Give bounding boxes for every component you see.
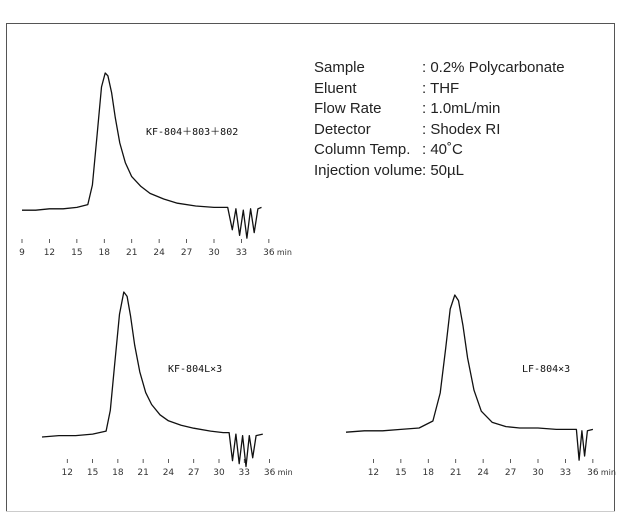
x-tick-label: 12	[62, 468, 73, 478]
x-tick-label: 33	[560, 468, 571, 478]
chromatogram-trace	[41, 291, 263, 468]
condition-value: : 1.0mL/min	[422, 100, 501, 118]
x-tick-label: 15	[87, 468, 98, 478]
x-tick-label: 24	[477, 468, 489, 478]
chromatogram-trace	[345, 294, 594, 461]
condition-value: : 50µL	[422, 161, 465, 179]
x-tick-label: 15	[71, 248, 82, 258]
x-tick-label: 18	[99, 248, 111, 258]
x-tick-label: 21	[137, 468, 148, 478]
chromatogram-kf-804l-x3: 12 15 18 21 24 27 30 33 36 min KF-804L×3	[41, 291, 293, 478]
condition-value: : Shodex RI	[422, 120, 501, 138]
condition-row-injection-volume: Injection volume: 50µL	[314, 161, 565, 182]
x-tick-label: 27	[188, 468, 199, 478]
chromatogram-kf-804-803-802: 9 12 15 18 21 24 27 30 33 36 min KF-804＋803＋802	[19, 72, 292, 258]
x-tick-label: 27	[505, 468, 516, 478]
x-tick-label: 21	[126, 248, 137, 258]
x-tick-label: 18	[423, 468, 435, 478]
x-tick-label: 36	[587, 468, 599, 478]
column-set-label: LF-804×3	[522, 364, 570, 375]
x-tick-label: 36	[263, 248, 275, 258]
condition-row-sample: Sample : 0.2% Polycarbonate	[314, 58, 565, 79]
x-tick-label: 12	[368, 468, 379, 478]
x-tick-label: 30	[213, 468, 225, 478]
column-set-label: KF-804L×3	[168, 364, 222, 375]
condition-label: Injection volume	[314, 161, 423, 179]
condition-row-eluent: Eluent : THF	[314, 79, 565, 100]
chromatogram-trace	[22, 72, 262, 239]
condition-label: Column Temp.	[314, 141, 411, 159]
x-tick-label: 21	[450, 468, 461, 478]
frame-right-edge	[614, 23, 615, 512]
x-tick-label: 33	[239, 468, 250, 478]
condition-label: Sample	[314, 59, 365, 76]
x-tick-label: 24	[153, 248, 165, 258]
x-tick-label: 18	[112, 468, 124, 478]
condition-label: Flow Rate	[314, 100, 382, 118]
x-tick-label: 12	[44, 248, 55, 258]
x-tick-label: 27	[181, 248, 192, 258]
condition-label: Eluent	[314, 79, 357, 97]
frame-bottom-edge	[6, 511, 615, 512]
figure-frame	[6, 23, 615, 512]
x-tick-label: 24	[163, 468, 175, 478]
condition-row-column-temp: Column Temp. : 40˚C	[314, 140, 565, 161]
column-set-label: KF-804＋803＋802	[146, 127, 238, 138]
condition-value: : 40˚C	[422, 141, 463, 159]
x-tick-label: 33	[236, 248, 247, 258]
x-tick-label: 36	[264, 468, 276, 478]
x-tick-label: 9	[19, 248, 25, 258]
condition-row-detector: Detector : Shodex RI	[314, 120, 565, 141]
x-unit-label: min	[278, 468, 293, 477]
condition-label: Detector	[314, 120, 371, 138]
x-unit-label: min	[277, 248, 292, 257]
condition-row-flow-rate: Flow Rate : 1.0mL/min	[314, 99, 565, 120]
condition-value: : THF	[422, 79, 460, 97]
x-unit-label: min	[601, 468, 616, 477]
condition-value: : 0.2% Polycarbonate	[422, 59, 565, 76]
conditions-table: Sample : 0.2% Polycarbonate Eluent : THF F…	[314, 58, 565, 182]
x-tick-label: 30	[208, 248, 220, 258]
chromatogram-lf-804-x3: 12 15 18 21 24 27 30 33 36 min LF-804×3	[345, 294, 616, 478]
x-tick-label: 30	[532, 468, 544, 478]
x-tick-label: 15	[395, 468, 406, 478]
